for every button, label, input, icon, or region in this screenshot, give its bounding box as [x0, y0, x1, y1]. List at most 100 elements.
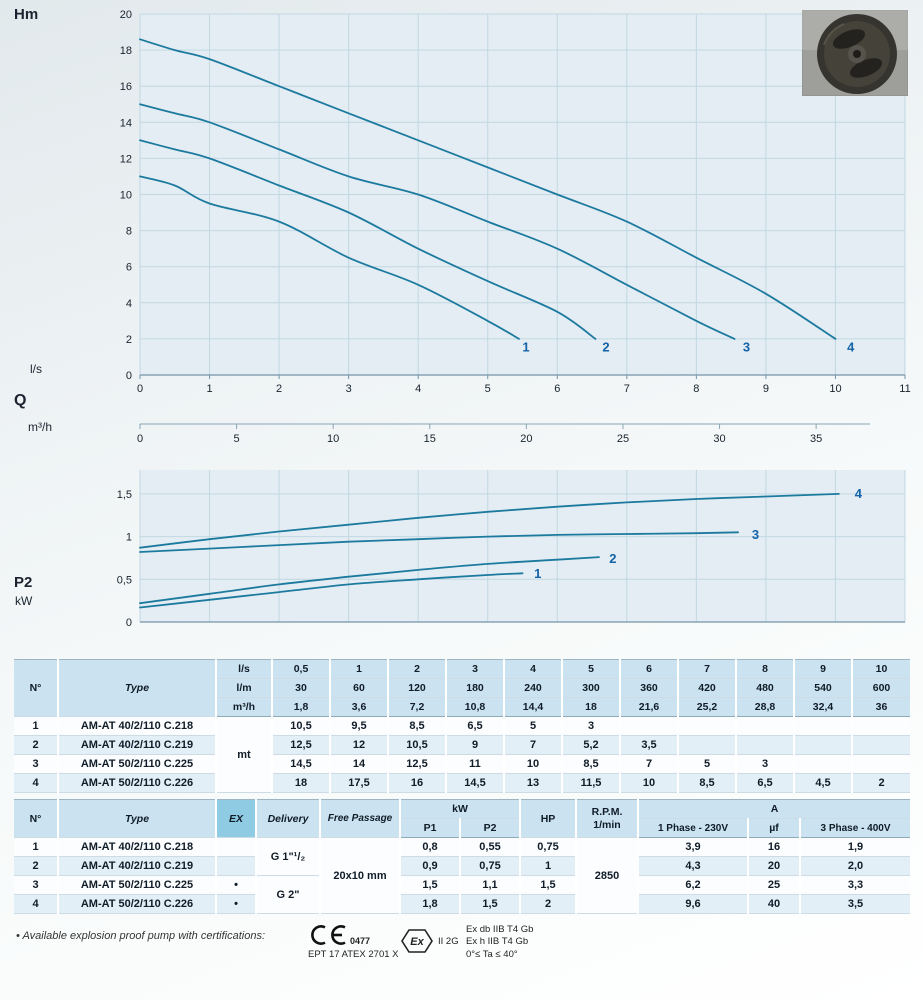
perf-h-1-v1: 60 — [330, 678, 389, 698]
elec-uf-4: 40 — [748, 894, 801, 914]
perf-val-2-8 — [736, 735, 795, 755]
electrical-table-head: N° Type EX Delivery Free Passage kW HP R.P.M. 1/… — [14, 799, 911, 838]
elec-ex-1 — [216, 837, 257, 857]
perf-val-1-5: 3 — [562, 716, 621, 736]
perf-val-3-3: 11 — [446, 754, 505, 774]
elec-ex-4: • — [216, 894, 257, 914]
svg-text:4: 4 — [415, 383, 421, 395]
perf-val-4-5: 11,5 — [562, 773, 621, 793]
elec-h-type: Type — [58, 799, 217, 838]
elec-h-ex: EX — [216, 799, 257, 838]
svg-text:18: 18 — [120, 45, 132, 57]
perf-val-2-4: 7 — [504, 735, 563, 755]
perf-h-no: N° — [14, 659, 59, 717]
svg-text:1: 1 — [126, 532, 132, 544]
elec-h-kw: kW — [400, 799, 521, 819]
perf-val-1-3: 6,5 — [446, 716, 505, 736]
svg-text:14: 14 — [120, 117, 132, 129]
ce-certification-block: 0477 EPT 17 ATEX 2701 X — [308, 924, 398, 960]
ex-equipment-group: II 2G — [438, 935, 459, 947]
perf-h-1-v2: 120 — [388, 678, 447, 698]
perf-h-2-v6: 21,6 — [620, 697, 679, 717]
svg-text:16: 16 — [120, 81, 132, 93]
perf-h-1-v8: 480 — [736, 678, 795, 698]
p2-curve-label-1: 1 — [534, 566, 541, 581]
p2-curve-label-2: 2 — [609, 551, 616, 566]
perf-val-1-7 — [678, 716, 737, 736]
perf-type-2: AM-AT 40/2/110 C.219 — [58, 735, 217, 755]
elec-no-1: 1 — [14, 837, 59, 857]
elec-p1-3: 1,5 — [400, 875, 461, 895]
elec-p2-2: 0,75 — [460, 856, 521, 876]
performance-table: N° Type l/s 0,5 1 2 3 4 5 6 7 8 9 10 l/m 30 60 120 180 240 3… — [14, 659, 910, 793]
head-curve-label-4: 4 — [847, 340, 855, 355]
m3h-axis-label: m³/h — [28, 420, 52, 434]
elec-h-uf: µf — [748, 818, 801, 838]
perf-h-1-v10: 600 — [852, 678, 910, 698]
kw-axis-label: kW — [15, 594, 33, 608]
elec-p2-3: 1,1 — [460, 875, 521, 895]
perf-val-2-6: 3,5 — [620, 735, 679, 755]
performance-table-body: 1 AM-AT 40/2/110 C.218 mt 10,5 9,5 8,5 6,5 5 3 2 A… — [14, 716, 910, 793]
perf-h-2-v3: 10,8 — [446, 697, 505, 717]
p2-curve-1 — [139, 572, 524, 609]
svg-text:3: 3 — [346, 383, 352, 395]
svg-text:25: 25 — [617, 433, 629, 445]
head-curve-label-2: 2 — [602, 340, 609, 355]
elec-h-amps: A — [638, 799, 911, 819]
electrical-table: N° Type EX Delivery Free Passage kW HP R.P.M. 1/… — [14, 799, 911, 914]
elec-row-4: 4 AM-AT 50/2/110 C.226 • 1,8 1,5 2 9,6 40 3,5 — [14, 894, 911, 914]
svg-text:15: 15 — [424, 433, 436, 445]
perf-h-2-v0: 1,8 — [272, 697, 331, 717]
perf-h-0-v10: 10 — [852, 659, 910, 679]
p2-curve-4 — [139, 493, 840, 549]
perf-h-1-v9: 540 — [794, 678, 853, 698]
perf-val-4-9: 4,5 — [794, 773, 853, 793]
perf-h-0-v0: 0,5 — [272, 659, 331, 679]
atex-ex-hexagon-icon: Ex — [401, 929, 433, 953]
perf-h-2-v7: 25,2 — [678, 697, 737, 717]
perf-val-3-9 — [794, 754, 853, 774]
elec-phase3-1: 1,9 — [800, 837, 911, 857]
p2-curve-2 — [139, 556, 600, 605]
svg-text:8: 8 — [126, 226, 132, 238]
head-curve-2 — [139, 139, 597, 340]
perf-h-2-v4: 14,4 — [504, 697, 563, 717]
atex-certificate-number: EPT 17 ATEX 2701 X — [308, 949, 399, 960]
perf-h-0-v6: 6 — [620, 659, 679, 679]
perf-unit-mt: mt — [216, 716, 273, 793]
svg-text:20: 20 — [120, 9, 132, 21]
perf-val-1-9 — [794, 716, 853, 736]
elec-phase1-2: 4,3 — [638, 856, 749, 876]
elec-h-hp: HP — [520, 799, 577, 838]
perf-row-2: 2 AM-AT 40/2/110 C.219 12,5 12 10,5 9 7 5,2 3,5 — [14, 735, 910, 755]
perf-val-3-1: 14 — [330, 754, 389, 774]
protection-markings: Ex db IIB T4 Gb Ex h IIB T4 Gb 0°≤ Ta ≤ … — [466, 924, 533, 961]
perf-val-2-10 — [852, 735, 910, 755]
perf-val-2-3: 9 — [446, 735, 505, 755]
elec-h-p1: P1 — [400, 818, 461, 838]
perf-h-0-v7: 7 — [678, 659, 737, 679]
p2-curve-3 — [139, 531, 739, 553]
perf-h-1-v5: 300 — [562, 678, 621, 698]
electrical-table-body: 1 AM-AT 40/2/110 C.218 G 1"¹/₂ 20x10 mm 0,8 0… — [14, 837, 911, 914]
perf-row-1: 1 AM-AT 40/2/110 C.218 mt 10,5 9,5 8,5 6,5 5 3 — [14, 716, 910, 793]
perf-type-4: AM-AT 50/2/110 C.226 — [58, 773, 217, 793]
perf-h-0-v2: 2 — [388, 659, 447, 679]
perf-row-4: 4 AM-AT 50/2/110 C.226 18 17,5 16 14,5 13 11,5 1… — [14, 773, 910, 793]
perf-h-0-v4: 4 — [504, 659, 563, 679]
elec-phase1-3: 6,2 — [638, 875, 749, 895]
ex-certification-block: Ex II 2G — [400, 928, 459, 954]
ce-mark-icon — [311, 925, 346, 945]
p2-axis-title: P2 — [14, 574, 33, 591]
elec-hp-4: 2 — [520, 894, 577, 914]
svg-text:4: 4 — [126, 298, 132, 310]
elec-uf-1: 16 — [748, 837, 801, 857]
perf-val-4-2: 16 — [388, 773, 447, 793]
perf-val-3-10 — [852, 754, 910, 774]
svg-text:5: 5 — [485, 383, 491, 395]
perf-val-3-8: 3 — [736, 754, 795, 774]
elec-hp-1: 0,75 — [520, 837, 577, 857]
elec-ex-3: • — [216, 875, 257, 895]
